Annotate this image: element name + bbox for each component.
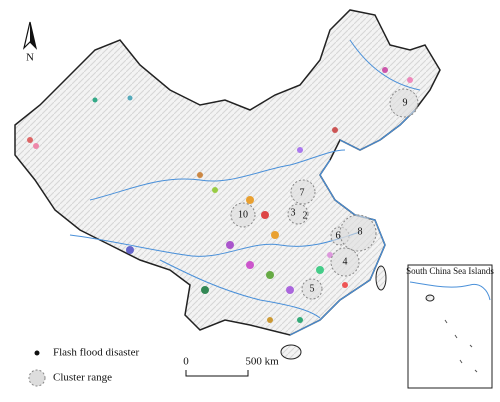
inset-title: South China Sea Islands [406,266,494,276]
legend-label: Cluster range [53,372,112,384]
coastline [289,109,416,336]
scale-label: 0 [183,356,189,368]
scale-bar [185,370,249,377]
country-outline [14,9,441,336]
cluster-label: 8 [358,226,363,237]
cluster-label: 6 [336,230,341,241]
cluster-ranges [230,88,419,300]
cluster-label: 10 [238,209,248,220]
cluster-label: 5 [310,283,315,294]
scale-label: 500 km [245,356,279,368]
taiwan [375,265,387,291]
cluster-label: 7 [300,187,305,198]
rivers [69,39,421,319]
inset-islands [409,281,491,373]
cluster-label: 2 [303,210,308,221]
cluster-label: 3 [291,207,296,218]
compass-arrow-fill [30,22,36,48]
legend-label: Flash flood disaster [53,347,139,359]
cluster-label: 9 [403,97,408,108]
compass-label: N [26,52,34,64]
inset-frame [407,264,493,389]
flood-points [27,67,413,323]
cluster-label: 4 [343,256,348,267]
hainan [280,344,302,360]
legend-dot [34,350,40,356]
legend-circle [28,369,46,387]
